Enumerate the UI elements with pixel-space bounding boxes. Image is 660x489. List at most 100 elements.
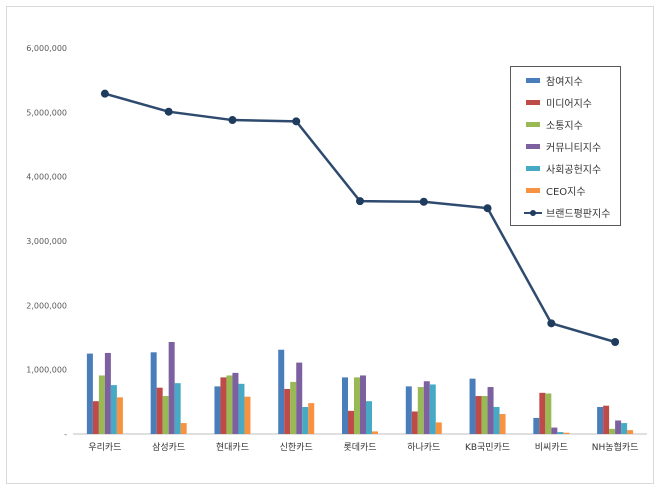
legend-label: CEO지수 (546, 187, 586, 198)
x-tick-label: NH농협카드 (592, 441, 639, 453)
bar (86, 353, 93, 434)
bar (232, 372, 239, 434)
bar (627, 430, 634, 434)
bar (180, 423, 187, 434)
bar (533, 417, 540, 434)
y-tick-label: - (64, 430, 67, 439)
bar (104, 352, 111, 434)
bar (302, 406, 309, 434)
bar (342, 377, 348, 434)
legend-item-media: 미디어지수 (511, 93, 621, 111)
bar (226, 375, 233, 434)
bar (116, 397, 123, 434)
legend-swatch (526, 188, 540, 193)
bar (597, 406, 604, 434)
bar (435, 422, 442, 434)
x-tick-label: KB국민카드 (465, 442, 510, 453)
legend-label: 커뮤니티지수 (546, 143, 602, 154)
bar (551, 427, 558, 434)
legend-item-communication: 소통지수 (511, 115, 621, 133)
bar (417, 387, 424, 434)
bar (278, 349, 285, 434)
x-tick-label: 롯데카드 (343, 442, 376, 453)
legend-label: 소통지수 (546, 121, 583, 132)
line-point (228, 116, 237, 125)
y-tick-label: 1,000,000 (26, 366, 67, 375)
chart-legend: 참여지수 미디어지수 소통지수 커뮤니티지수 사회공헌지수 CEO지수 브랜드평… (510, 66, 621, 226)
y-tick-label: 4,000,000 (26, 173, 67, 182)
legend-item-brand-reputation: 브랜드평판지수 (511, 203, 621, 221)
bar (615, 420, 622, 434)
bar (481, 396, 488, 434)
bar (290, 381, 297, 434)
bar (296, 362, 303, 434)
line-point (547, 319, 556, 328)
bar (214, 386, 221, 434)
x-tick-label: 하나카드 (407, 442, 440, 453)
legend-swatch (526, 122, 540, 127)
y-tick-label: 5,000,000 (26, 108, 67, 117)
bar (98, 375, 105, 434)
bar (557, 432, 564, 434)
x-tick-label: 현대카드 (216, 442, 249, 453)
bar (354, 377, 360, 434)
y-tick-label: 6,000,000 (26, 44, 67, 53)
bar (487, 387, 494, 434)
legend-swatch (526, 144, 540, 149)
x-tick-label: 우리카드 (88, 442, 121, 453)
bar (475, 396, 482, 434)
bar (372, 431, 378, 434)
legend-swatch (526, 166, 540, 171)
legend-swatch (526, 100, 540, 105)
line-point (100, 89, 109, 98)
bar (174, 383, 181, 434)
bar (92, 401, 99, 434)
bar (284, 388, 291, 434)
bar (545, 393, 552, 434)
bar (621, 423, 628, 434)
legend-label: 브랜드평판지수 (546, 209, 611, 220)
bar (469, 378, 476, 434)
bar (539, 392, 546, 434)
x-tick-label: 삼성카드 (152, 442, 185, 453)
line-point (419, 197, 428, 206)
bar (405, 386, 412, 434)
bar (360, 375, 366, 434)
x-tick-label: 신한카드 (280, 442, 313, 453)
bar (110, 385, 117, 434)
legend-marker-icon (530, 210, 536, 216)
bar (563, 432, 570, 434)
chart-frame: - 1,000,000 2,000,000 3,000,000 4,000,000 5,0… (6, 6, 654, 484)
line-point (356, 197, 364, 206)
legend-item-community: 커뮤니티지수 (511, 137, 621, 155)
legend-swatch (526, 78, 540, 83)
bar (150, 352, 157, 434)
bar (603, 405, 610, 434)
bar (493, 406, 500, 434)
bar (499, 414, 506, 434)
y-tick-label: 2,000,000 (26, 301, 67, 310)
bar (308, 403, 315, 434)
legend-item-participation: 참여지수 (511, 71, 621, 89)
bar (244, 396, 251, 434)
bar (366, 401, 372, 434)
line-point (292, 117, 301, 126)
y-tick-label: 3,000,000 (26, 237, 67, 246)
bar (156, 387, 163, 434)
bar (348, 410, 354, 434)
legend-item-social-contribution: 사회공헌지수 (511, 159, 621, 177)
bar (411, 411, 418, 434)
legend-item-ceo: CEO지수 (511, 181, 621, 199)
bar (162, 396, 169, 434)
bar (220, 377, 227, 434)
line-point (483, 204, 492, 213)
bar (423, 381, 430, 434)
legend-label: 사회공헌지수 (546, 165, 602, 176)
x-tick-label: 비씨카드 (535, 442, 568, 453)
bar (168, 342, 175, 434)
legend-label: 미디어지수 (546, 99, 592, 110)
line-point (164, 107, 173, 116)
bar (429, 384, 436, 434)
chart-plot: - 1,000,000 2,000,000 3,000,000 4,000,000 5,0… (26, 44, 647, 453)
legend-label: 참여지수 (546, 77, 583, 88)
